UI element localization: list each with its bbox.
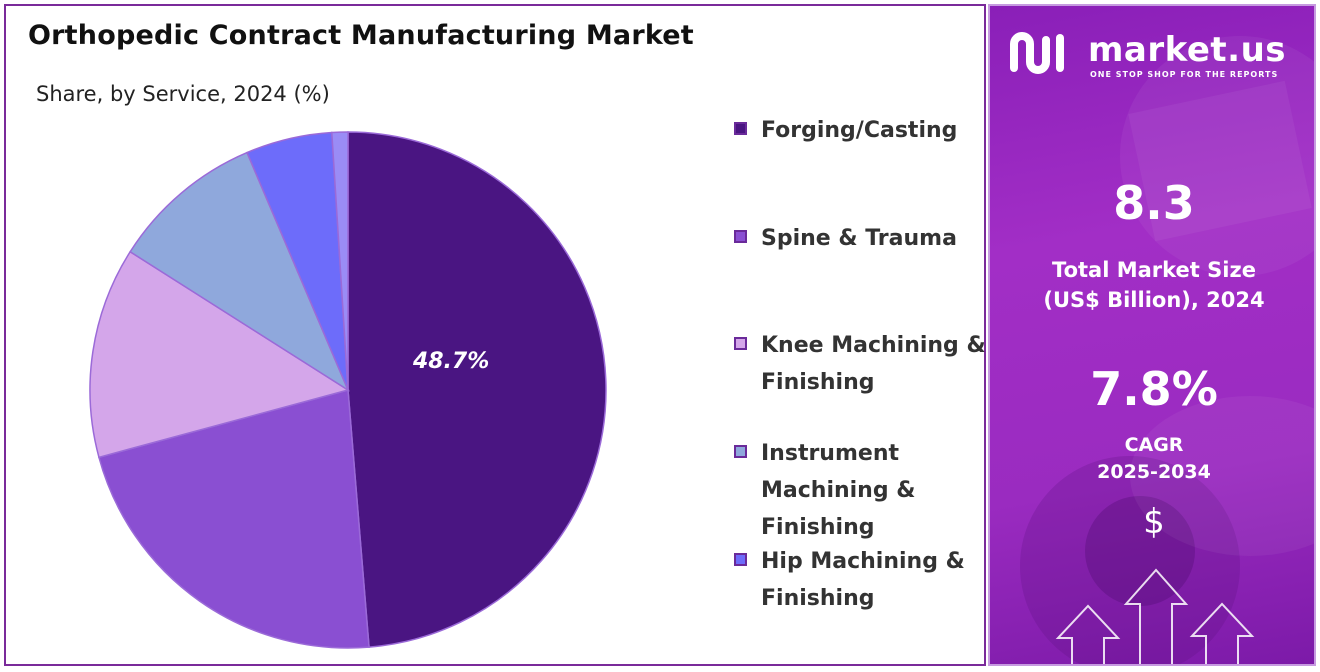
legend-swatch <box>734 337 747 350</box>
legend-label: Hip Machining & Finishing <box>761 549 965 611</box>
market-size-label-line1: Total Market Size <box>1052 258 1256 282</box>
legend-label: Knee Machining & Finishing <box>761 333 986 395</box>
legend-swatch <box>734 230 747 243</box>
pie-chart: 48.7% <box>89 131 607 649</box>
brand-name: market.us <box>1088 30 1287 70</box>
pie-slice-instrument-machining-finishing <box>129 151 350 392</box>
background-decoration <box>1020 36 1314 664</box>
dollar-icon: $ <box>1143 502 1165 542</box>
pie-slice-others <box>331 131 349 391</box>
pie-slice-spine-trauma <box>98 389 370 649</box>
cagr-label: CAGR <box>1124 434 1184 456</box>
data-label-0: 48.7% <box>412 349 489 374</box>
legend-swatch <box>734 122 747 135</box>
brand-tagline: ONE STOP SHOP FOR THE REPORTS <box>1090 70 1279 79</box>
market-size-label-line2: (US$ Billion), 2024 <box>1043 288 1265 312</box>
legend-label: Instrument Machining & Finishing <box>761 441 916 540</box>
pie-slice-knee-machining-finishing <box>89 250 350 459</box>
chart-title: Orthopedic Contract Manufacturing Market <box>28 20 694 51</box>
legend-swatch <box>734 553 747 566</box>
legend-label: Spine & Trauma <box>761 226 957 251</box>
pie-slice-forging-casting <box>347 131 607 648</box>
chart-panel: Orthopedic Contract Manufacturing Market… <box>4 4 986 666</box>
info-panel: market.us ONE STOP SHOP FOR THE REPORTS … <box>988 4 1316 666</box>
brand: market.us ONE STOP SHOP FOR THE REPORTS <box>1008 28 1308 79</box>
market-us-logo-icon <box>1010 32 1064 74</box>
legend-swatch <box>734 445 747 458</box>
cagr-period: 2025-2034 <box>1097 461 1211 483</box>
cagr-value: 7.8% <box>1090 362 1218 416</box>
growth-arrows-icon <box>1055 568 1255 664</box>
legend-label: Forging/Casting <box>761 118 958 143</box>
chart-subtitle: Share, by Service, 2024 (%) <box>36 82 330 106</box>
market-size-value: 8.3 <box>1113 176 1195 230</box>
